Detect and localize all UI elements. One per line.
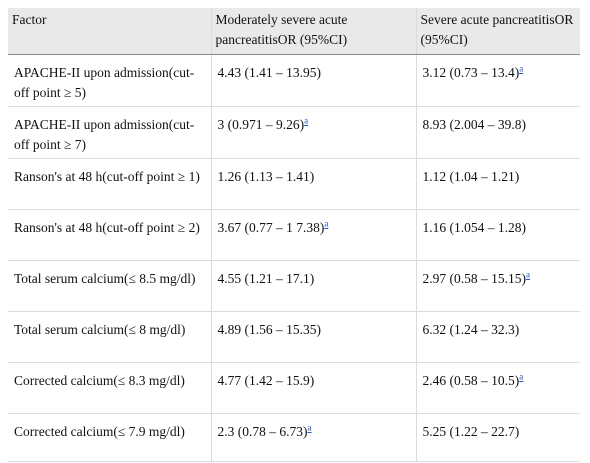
table-row: APACHE-II upon admission(cut-off point ≥… <box>8 54 580 107</box>
moderately-severe-or-cell: 2.3 (0.78 – 6.73)a <box>210 413 416 462</box>
moderately-severe-or-cell: 4.43 (1.41 – 13.95) <box>210 54 416 107</box>
or-value: 6.32 (1.24 – 32.3) <box>422 322 520 337</box>
or-value: 1.12 (1.04 – 1.21) <box>422 169 520 184</box>
factor-cell: Corrected calcium(≤ 8.3 mg/dl) <box>8 362 211 414</box>
or-value: 1.26 (1.13 – 1.41) <box>217 169 315 184</box>
header-severe: Severe acute pancreatitisOR (95%CI) <box>415 8 580 55</box>
factor-cell: Corrected calcium(≤ 7.9 mg/dl) <box>8 413 211 462</box>
moderately-severe-or-cell: 1.26 (1.13 – 1.41) <box>210 158 416 210</box>
severe-or-cell: 1.12 (1.04 – 1.21) <box>415 158 580 210</box>
table-row: APACHE-II upon admission(cut-off point ≥… <box>8 106 580 159</box>
moderately-severe-or-cell: 4.89 (1.56 – 15.35) <box>210 311 416 363</box>
odds-ratio-table: Factor Moderately severe acute pancreati… <box>8 8 580 462</box>
moderately-severe-or-cell: 4.55 (1.21 – 17.1) <box>210 260 416 312</box>
footnote-link[interactable]: a <box>519 371 524 382</box>
or-value: 1.16 (1.054 – 1.28) <box>422 220 527 235</box>
table-row: Ranson's at 48 h(cut-off point ≥ 1) 1.26 … <box>8 158 580 210</box>
header-moderately-severe: Moderately severe acute pancreatitisOR (… <box>210 8 416 55</box>
or-value: 4.89 (1.56 – 15.35) <box>217 322 322 337</box>
footnote-link[interactable]: a <box>304 115 309 126</box>
or-value: 4.55 (1.21 – 17.1) <box>217 271 315 286</box>
severe-or-cell: 8.93 (2.004 – 39.8) <box>415 106 580 159</box>
table-header: Factor Moderately severe acute pancreati… <box>8 8 580 55</box>
footnote-link[interactable]: a <box>519 63 524 74</box>
table-row: Total serum calcium(≤ 8.5 mg/dl) 4.55 (1.… <box>8 260 580 312</box>
or-value: 4.77 (1.42 – 15.9) <box>217 373 315 388</box>
table-row: Corrected calcium(≤ 7.9 mg/dl) 2.3 (0.78 … <box>8 413 580 462</box>
severe-or-cell: 2.46 (0.58 – 10.5)a <box>415 362 580 414</box>
table-body: APACHE-II upon admission(cut-off point ≥… <box>8 54 580 462</box>
table-row: Corrected calcium(≤ 8.3 mg/dl) 4.77 (1.42… <box>8 362 580 414</box>
moderately-severe-or-cell: 3.67 (0.77 – 1 7.38)a <box>210 209 416 261</box>
footnote-link[interactable]: a <box>307 422 312 433</box>
or-value: 2.3 (0.78 – 6.73) <box>217 424 308 439</box>
severe-or-cell: 1.16 (1.054 – 1.28) <box>415 209 580 261</box>
severe-or-cell: 6.32 (1.24 – 32.3) <box>415 311 580 363</box>
factor-cell: Total serum calcium(≤ 8.5 mg/dl) <box>8 260 211 312</box>
odds-ratio-table-container: Factor Moderately severe acute pancreati… <box>8 8 580 462</box>
severe-or-cell: 5.25 (1.22 – 22.7) <box>415 413 580 462</box>
moderately-severe-or-cell: 4.77 (1.42 – 15.9) <box>210 362 416 414</box>
factor-cell: Ranson's at 48 h(cut-off point ≥ 1) <box>8 158 211 210</box>
or-value: 3.12 (0.73 – 13.4) <box>422 65 520 80</box>
factor-cell: Ranson's at 48 h(cut-off point ≥ 2) <box>8 209 211 261</box>
or-value: 4.43 (1.41 – 13.95) <box>217 65 322 80</box>
or-value: 3.67 (0.77 – 1 7.38) <box>217 220 325 235</box>
header-factor: Factor <box>8 8 211 55</box>
or-value: 2.97 (0.58 – 15.15) <box>422 271 527 286</box>
footnote-link[interactable]: a <box>526 269 530 280</box>
or-value: 5.25 (1.22 – 22.7) <box>422 424 520 439</box>
severe-or-cell: 2.97 (0.58 – 15.15)a <box>415 260 580 312</box>
moderately-severe-or-cell: 3 (0.971 – 9.26)a <box>210 106 416 159</box>
footnote-link[interactable]: a <box>324 218 329 229</box>
or-value: 2.46 (0.58 – 10.5) <box>422 373 520 388</box>
table-row: Total serum calcium(≤ 8 mg/dl) 4.89 (1.56… <box>8 311 580 363</box>
factor-cell: APACHE-II upon admission(cut-off point ≥… <box>8 106 211 159</box>
table-row: Ranson's at 48 h(cut-off point ≥ 2) 3.67 … <box>8 209 580 261</box>
header-row: Factor Moderately severe acute pancreati… <box>8 8 580 55</box>
or-value: 3 (0.971 – 9.26) <box>217 117 305 132</box>
factor-cell: APACHE-II upon admission(cut-off point ≥… <box>8 54 211 107</box>
or-value: 8.93 (2.004 – 39.8) <box>422 117 527 132</box>
factor-cell: Total serum calcium(≤ 8 mg/dl) <box>8 311 211 363</box>
severe-or-cell: 3.12 (0.73 – 13.4)a <box>415 54 580 107</box>
